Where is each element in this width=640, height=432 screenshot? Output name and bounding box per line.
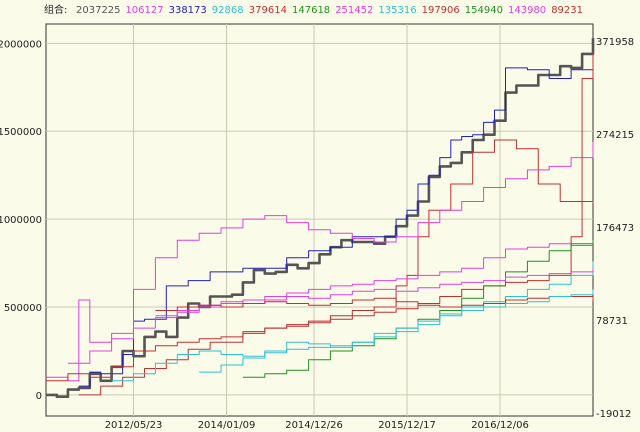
- y-right-tick-label: -19012: [596, 409, 631, 420]
- legend-entry: 379614: [249, 5, 287, 16]
- y-right-tick-label: 78731: [596, 316, 628, 327]
- legend-entry: 135316: [378, 5, 416, 16]
- legend-entry: 92868: [212, 5, 244, 16]
- series-line-6: [242, 240, 594, 378]
- series-line-3: [46, 141, 594, 382]
- y-left-tick-label: 1000000: [0, 215, 42, 226]
- legend-entry: 197906: [422, 5, 460, 16]
- series-line-4: [46, 52, 594, 382]
- y-left-tick-label: 500000: [4, 303, 42, 314]
- y-left-tick-label: 0: [36, 391, 42, 402]
- legend-entry: 2037225: [76, 5, 121, 16]
- series-line-10: [199, 289, 594, 373]
- legend-entry: 251452: [335, 5, 373, 16]
- series-line-2: [78, 139, 594, 396]
- y-left-tick-label: 2000000: [0, 39, 42, 50]
- legend-entry: 106127: [125, 5, 163, 16]
- series-line-8: [155, 268, 594, 317]
- legend-entry: 89231: [551, 5, 583, 16]
- y-right-tick-label: 371958: [596, 37, 634, 48]
- legend-entry: 338173: [169, 5, 207, 16]
- legend-label: 组合:: [44, 3, 67, 16]
- x-tick-label: 2015/12/17: [378, 420, 436, 431]
- x-tick-label: 2014/01/09: [198, 420, 256, 431]
- y-right-tick-label: 176473: [596, 223, 634, 234]
- x-tick-label: 2014/12/26: [285, 420, 343, 431]
- series-line-5: [67, 243, 593, 364]
- x-tick-label: 2016/12/06: [471, 420, 529, 431]
- series-line-9: [155, 296, 594, 311]
- legend-entry: 154940: [465, 5, 503, 16]
- plot-area: [45, 23, 594, 417]
- x-tick-label: 2012/05/23: [105, 420, 163, 431]
- legend-entry: 147618: [292, 5, 330, 16]
- y-right-tick-label: 274215: [596, 130, 634, 141]
- legend-entry: 143980: [508, 5, 546, 16]
- y-left-tick-label: 1500000: [0, 127, 42, 138]
